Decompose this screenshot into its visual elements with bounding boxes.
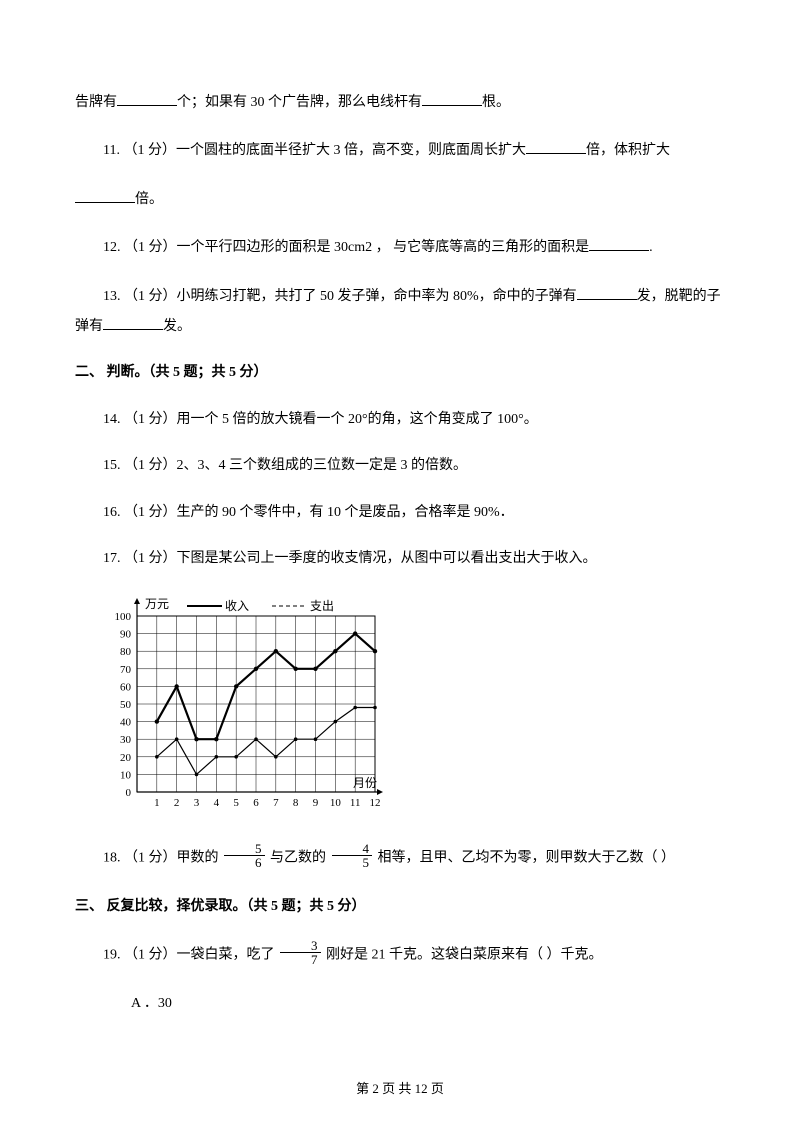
svg-text:0: 0: [126, 787, 132, 799]
text: 12. （1 分）一个平行四边形的面积是 30cm2 ， 与它等底等高的三角形的…: [103, 240, 589, 255]
svg-text:1: 1: [154, 797, 160, 809]
svg-text:50: 50: [120, 699, 132, 711]
fraction-3-7: 37: [280, 939, 321, 966]
blank: [422, 90, 482, 106]
text: 倍。: [135, 192, 163, 207]
chart-svg: 0102030405060708090100123456789101112万元月…: [103, 594, 383, 814]
svg-text:10: 10: [330, 797, 342, 809]
blank: [117, 90, 177, 106]
svg-text:30: 30: [120, 734, 132, 746]
text: 弹有: [75, 319, 103, 334]
svg-text:40: 40: [120, 717, 132, 729]
svg-text:3: 3: [194, 797, 200, 809]
question-16: 16. （1 分）生产的 90 个零件中，有 10 个是废品，合格率是 90%．: [75, 502, 725, 524]
blank: [577, 284, 637, 300]
question-17: 17. （1 分）下图是某公司上一季度的收支情况，从图中可以看出支出大于收入。: [75, 548, 725, 570]
svg-text:7: 7: [273, 797, 279, 809]
svg-text:10: 10: [120, 770, 132, 782]
question-19: 19. （1 分）一袋白菜，吃了 37 刚好是 21 千克。这袋白菜原来有（ ）…: [75, 942, 725, 969]
section-2-heading: 二、 判断。（共 5 题；共 5 分）: [75, 362, 725, 384]
svg-text:收入: 收入: [225, 599, 249, 613]
svg-text:万元: 万元: [145, 597, 169, 611]
text: 根。: [482, 95, 510, 110]
svg-text:20: 20: [120, 752, 132, 764]
question-13: 13. （1 分）小明练习打靶，共打了 50 发子弹，命中率为 80%，命中的子…: [75, 284, 725, 308]
question-11-line2: 倍。: [75, 187, 725, 211]
text: 11. （1 分）一个圆柱的底面半径扩大 3 倍，高不变，则底面周长扩大: [103, 143, 526, 158]
question-11: 11. （1 分）一个圆柱的底面半径扩大 3 倍，高不变，则底面周长扩大 倍，体积…: [75, 138, 725, 162]
text: 个；如果有 30 个广告牌，那么电线杆有: [177, 95, 422, 110]
text: 19. （1 分）一袋白菜，吃了: [103, 948, 275, 963]
text: 倍，体积扩大: [586, 143, 670, 158]
question-13-line2: 弹有 发。: [75, 314, 725, 338]
question-10-continuation: 告牌有 个；如果有 30 个广告牌，那么电线杆有 根。: [75, 90, 725, 114]
svg-text:8: 8: [293, 797, 299, 809]
text: 18. （1 分）甲数的: [103, 850, 219, 865]
svg-text:60: 60: [120, 682, 132, 694]
fraction-4-5: 45: [332, 842, 373, 869]
page-footer: 第 2 页 共 12 页: [0, 1079, 800, 1100]
svg-text:12: 12: [370, 797, 381, 809]
blank: [75, 187, 135, 203]
text: 刚好是 21 千克。这袋白菜原来有（ ）千克。: [326, 948, 603, 963]
svg-text:11: 11: [350, 797, 361, 809]
question-14: 14. （1 分）用一个 5 倍的放大镜看一个 20°的角，这个角变成了 100…: [75, 409, 725, 431]
question-15: 15. （1 分）2、3、4 三个数组成的三位数一定是 3 的倍数。: [75, 455, 725, 477]
text: 发，脱靶的子: [637, 289, 721, 304]
svg-text:2: 2: [174, 797, 180, 809]
svg-text:70: 70: [120, 664, 132, 676]
svg-text:90: 90: [120, 629, 132, 641]
svg-text:支出: 支出: [310, 599, 334, 613]
svg-text:月份: 月份: [353, 776, 377, 790]
svg-text:5: 5: [233, 797, 239, 809]
question-12: 12. （1 分）一个平行四边形的面积是 30cm2 ， 与它等底等高的三角形的…: [75, 235, 725, 259]
blank: [526, 138, 586, 154]
text: 与乙数的: [270, 850, 326, 865]
text: 相等，且甲、乙均不为零，则甲数大于乙数（ ）: [378, 850, 676, 865]
income-expense-chart: 0102030405060708090100123456789101112万元月…: [103, 594, 725, 822]
question-19-option-a: A ．30: [131, 993, 725, 1015]
svg-text:9: 9: [313, 797, 319, 809]
svg-text:100: 100: [115, 611, 132, 623]
text: 告牌有: [75, 95, 117, 110]
svg-text:4: 4: [214, 797, 220, 809]
text: .: [649, 240, 653, 255]
svg-text:80: 80: [120, 646, 132, 658]
blank: [103, 314, 163, 330]
section-3-heading: 三、 反复比较，择优录取。（共 5 题；共 5 分）: [75, 896, 725, 918]
fraction-5-6: 56: [224, 842, 265, 869]
svg-text:6: 6: [253, 797, 259, 809]
text: 13. （1 分）小明练习打靶，共打了 50 发子弹，命中率为 80%，命中的子…: [103, 289, 577, 304]
text: 发。: [163, 319, 191, 334]
question-18: 18. （1 分）甲数的 56 与乙数的 45 相等，且甲、乙均不为零，则甲数大…: [75, 845, 725, 872]
blank: [589, 235, 649, 251]
